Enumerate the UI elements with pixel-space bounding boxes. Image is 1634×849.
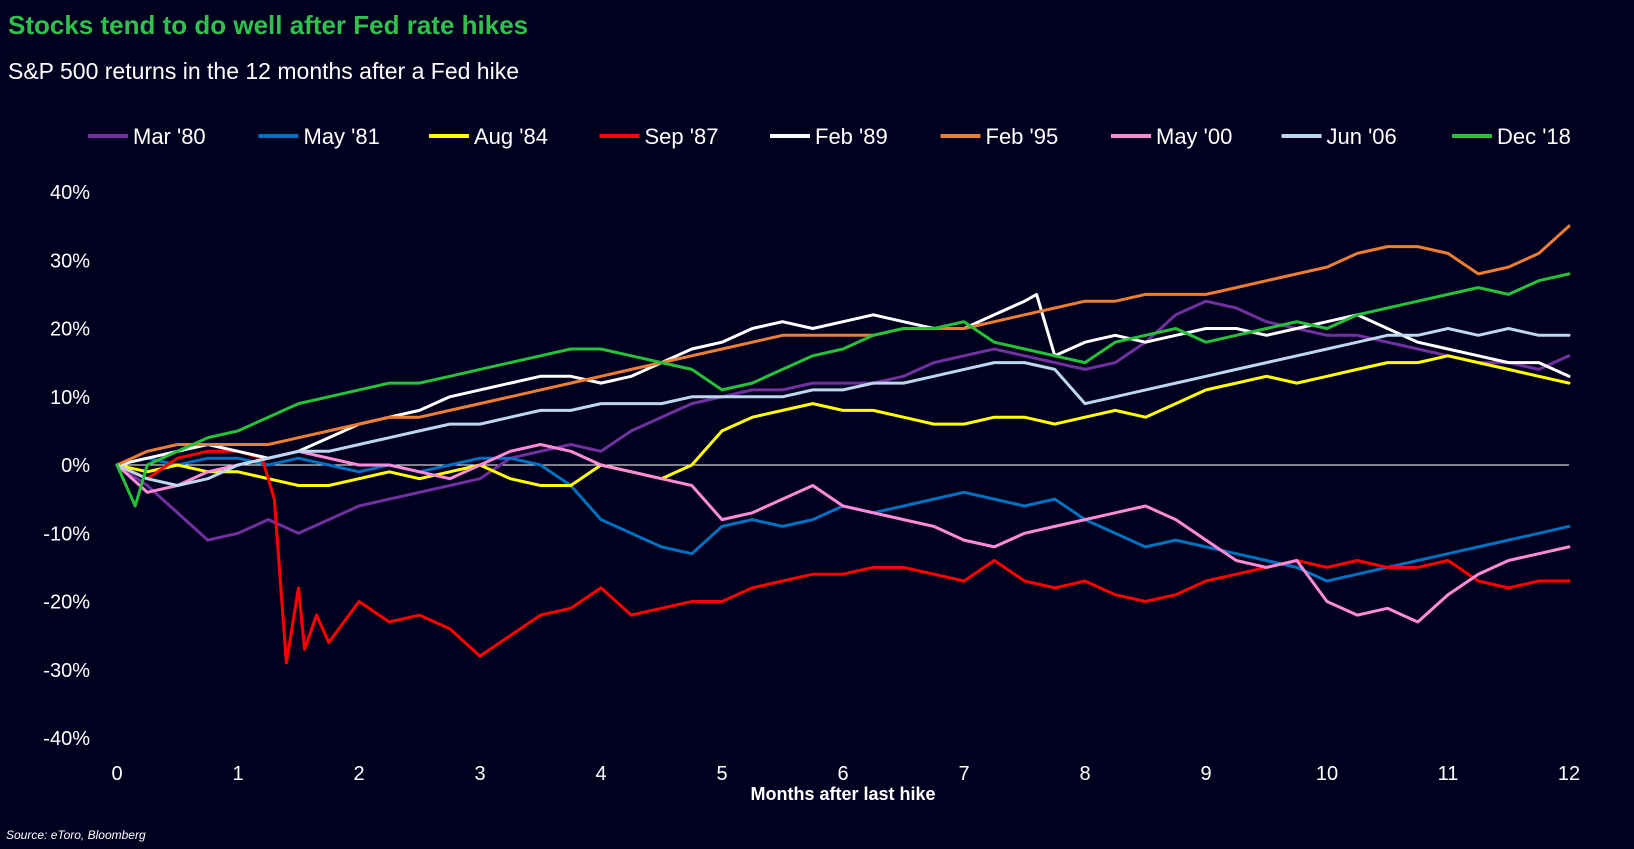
x-tick-label: 5	[716, 763, 727, 785]
series-line-jun-06	[115, 327, 1571, 487]
legend: Mar '80 May '81 Aug '84 Sep '87 Feb '89 Feb '…	[88, 124, 1571, 149]
x-tick-label: 2	[353, 763, 364, 785]
y-tick-label: -30%	[43, 660, 90, 682]
chart-subtitle: S&P 500 returns in the 12 months after a…	[8, 58, 519, 84]
x-tick-label: 3	[474, 763, 485, 785]
legend-label: Aug '84	[474, 124, 548, 149]
legend-label: May '81	[304, 124, 380, 149]
x-axis: 0 1 2 3 4 5 6 7 8 9 10 11 12	[111, 763, 1580, 785]
legend-label: Jun '06	[1327, 124, 1397, 149]
series-line-may-00	[115, 443, 1571, 624]
y-tick-label: 10%	[50, 387, 90, 409]
y-tick-label: 30%	[50, 250, 90, 272]
chart-title: Stocks tend to do well after Fed rate hi…	[8, 10, 529, 40]
x-tick-label: 8	[1079, 763, 1090, 785]
legend-label: Mar '80	[133, 124, 206, 149]
series-line-aug-84	[115, 354, 1571, 487]
legend-label: Sep '87	[645, 124, 719, 149]
y-tick-label: -20%	[43, 592, 90, 614]
y-tick-label: 0%	[61, 455, 90, 477]
series-lines	[115, 224, 1571, 665]
x-axis-label: Months after last hike	[750, 784, 935, 804]
x-tick-label: 1	[232, 763, 243, 785]
x-tick-label: 12	[1558, 763, 1580, 785]
legend-label: Dec '18	[1497, 124, 1571, 149]
x-tick-label: 9	[1200, 763, 1211, 785]
x-tick-label: 6	[837, 763, 848, 785]
y-tick-label: 40%	[50, 182, 90, 204]
source-note: Source: eToro, Bloomberg	[6, 828, 146, 842]
y-tick-label: -10%	[43, 523, 90, 545]
legend-label: Feb '95	[986, 124, 1059, 149]
x-tick-label: 4	[595, 763, 606, 785]
y-tick-label: -40%	[43, 728, 90, 750]
x-tick-label: 11	[1438, 763, 1459, 785]
y-tick-label: 20%	[50, 319, 90, 341]
series-line-mar-80	[115, 299, 1571, 542]
legend-label: May '00	[1156, 124, 1232, 149]
series-line-sep-87	[115, 449, 1571, 665]
x-tick-label: 0	[111, 763, 122, 785]
series-line-feb-95	[115, 224, 1571, 467]
y-axis: 40% 30% 20% 10% 0% -10% -20% -30% -40%	[43, 182, 90, 750]
series-line-dec-18	[115, 272, 1571, 508]
x-tick-label: 7	[958, 763, 969, 785]
series-line-feb-89	[115, 292, 1571, 467]
x-tick-label: 10	[1316, 763, 1338, 785]
legend-label: Feb '89	[815, 124, 888, 149]
